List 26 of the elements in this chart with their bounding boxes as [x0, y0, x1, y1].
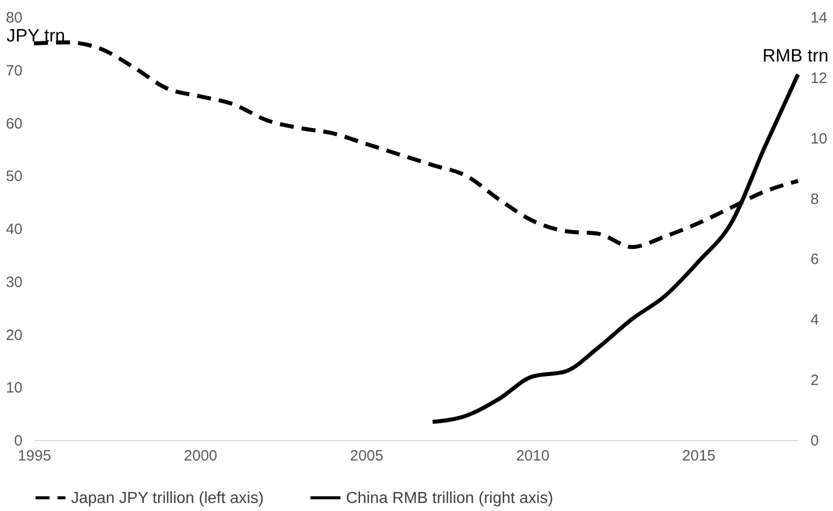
y-tick-label: 50 [6, 168, 22, 186]
legend-label: China RMB trillion (right axis) [346, 490, 554, 507]
y2-axis-title: RMB trn [762, 46, 828, 66]
y2-tick-label: 6 [810, 251, 819, 268]
y2-tick-label: 12 [810, 70, 828, 87]
y-tick-label: 60 [6, 115, 22, 132]
x-tick-label: 2010 [516, 448, 550, 464]
y2-tick-label: 8 [810, 190, 819, 208]
y-tick-label: 80 [6, 10, 22, 26]
y2-tick-label: 10 [810, 130, 828, 148]
x-tick-label: 1995 [18, 448, 52, 464]
y-tick-label: 30 [6, 274, 22, 291]
x-tick-label: 2005 [350, 448, 384, 464]
y-axis-title: JPY trn [6, 26, 66, 46]
y2-tick-label: 2 [810, 372, 819, 390]
y-tick-label: 20 [6, 326, 22, 344]
y2-tick-label: 4 [810, 312, 819, 329]
y-tick-label: 70 [6, 62, 22, 80]
x-tick-label: 2000 [184, 448, 218, 464]
y2-tick-label: 0 [810, 432, 819, 450]
y-tick-label: 0 [14, 432, 22, 450]
y2-tick-label: 14 [810, 10, 828, 26]
y-tick-label: 10 [6, 380, 22, 397]
y-tick-label: 40 [6, 221, 22, 238]
legend-label: Japan JPY trillion (left axis) [71, 490, 264, 507]
x-tick-label: 2015 [682, 448, 716, 464]
